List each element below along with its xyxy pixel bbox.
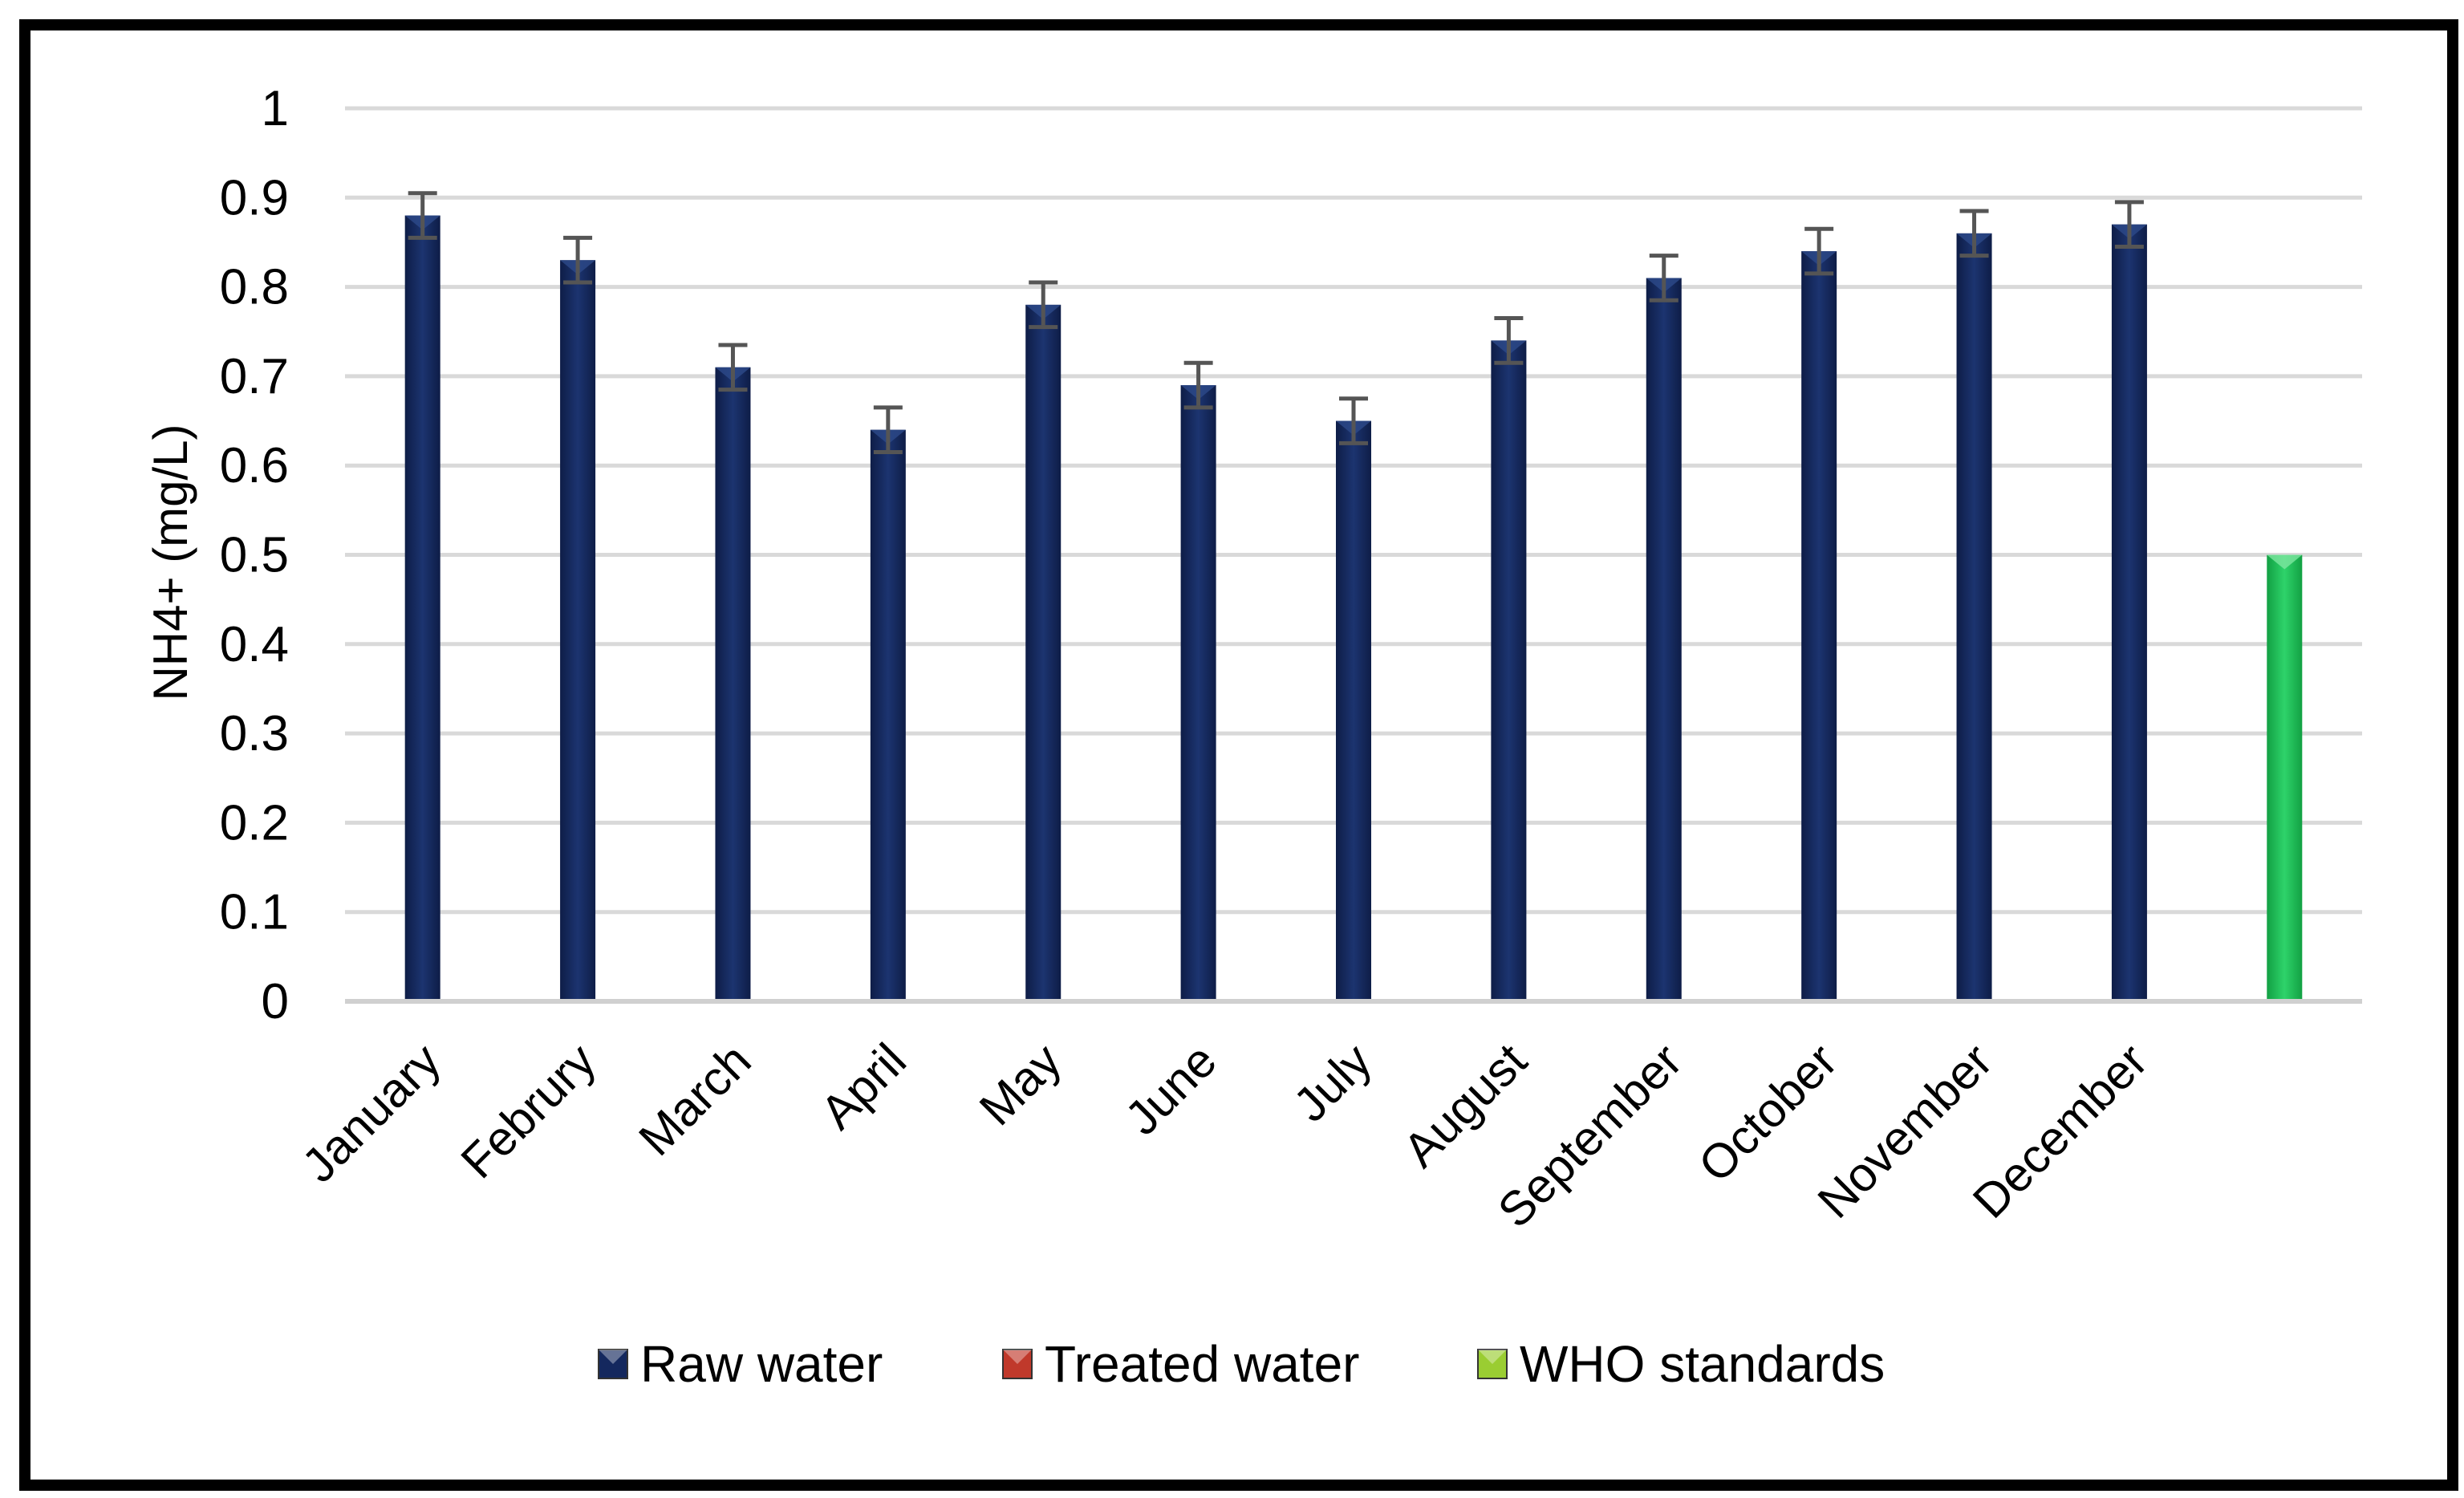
x-category-label: October — [1688, 1033, 1847, 1192]
bar-raw-water — [1025, 304, 1062, 1001]
chart-svg: 0 0.1 0.2 0.3 0.4 0.5 0.6 0.7 0.8 0.9 1 January Febr… — [144, 81, 2362, 1393]
bar-raw-water — [1956, 233, 1992, 1001]
legend-swatch-bevel — [1003, 1350, 1032, 1364]
bars — [404, 191, 2303, 1002]
x-category-label: August — [1393, 1033, 1537, 1178]
bar-raw-water — [404, 215, 440, 1001]
y-tick-label: 0.4 — [220, 617, 289, 672]
y-tick-label: 0.3 — [220, 706, 289, 761]
legend-swatch-bevel — [599, 1350, 627, 1364]
legend-swatch-bevel — [1478, 1350, 1507, 1364]
chart-frame: 0 0.1 0.2 0.3 0.4 0.5 0.6 0.7 0.8 0.9 1 January Febr… — [19, 19, 2458, 1491]
x-category-label: Februry — [451, 1033, 607, 1189]
x-category-label: March — [628, 1033, 761, 1166]
legend-swatch — [598, 1349, 628, 1379]
bar-raw-water — [1336, 420, 1371, 1001]
y-tick-label: 0.2 — [220, 795, 289, 850]
y-tick-label: 0.7 — [220, 349, 289, 404]
legend-swatch — [1002, 1349, 1033, 1379]
bar-raw-water — [1801, 251, 1837, 1002]
legend-label: Raw water — [640, 1335, 883, 1393]
x-category-label: April — [810, 1033, 916, 1139]
bar-raw-water — [1491, 340, 1527, 1001]
bar-raw-water — [715, 367, 751, 1001]
y-tick-label: 0.5 — [220, 528, 289, 583]
bar-raw-water — [1180, 385, 1216, 1001]
y-axis-title: NH4+ (mg/L) — [144, 424, 197, 700]
bar-who-standards — [2267, 554, 2303, 1001]
legend: Raw water Treated water WHO standards — [598, 1335, 1885, 1393]
y-tick-label: 1 — [262, 81, 289, 136]
y-tick-label: 0.8 — [220, 260, 289, 315]
x-category-label: June — [1114, 1033, 1226, 1145]
bar-bevel — [2267, 554, 2303, 570]
x-category-label: July — [1283, 1033, 1382, 1132]
bar-raw-water — [2111, 224, 2147, 1001]
legend-label: Treated water — [1045, 1335, 1359, 1393]
y-tick-label: 0 — [262, 974, 289, 1029]
x-category-label: May — [969, 1033, 1072, 1136]
bar-raw-water — [560, 260, 596, 1002]
x-category-label: January — [292, 1033, 451, 1192]
y-tick-label: 0.1 — [220, 885, 289, 940]
y-tick-label: 0.9 — [220, 170, 289, 225]
bar-raw-water — [1646, 278, 1682, 1002]
bar-raw-water — [870, 429, 906, 1001]
legend-label: WHO standards — [1520, 1335, 1885, 1393]
y-tick-label: 0.6 — [220, 438, 289, 493]
legend-swatch — [1477, 1349, 1508, 1379]
